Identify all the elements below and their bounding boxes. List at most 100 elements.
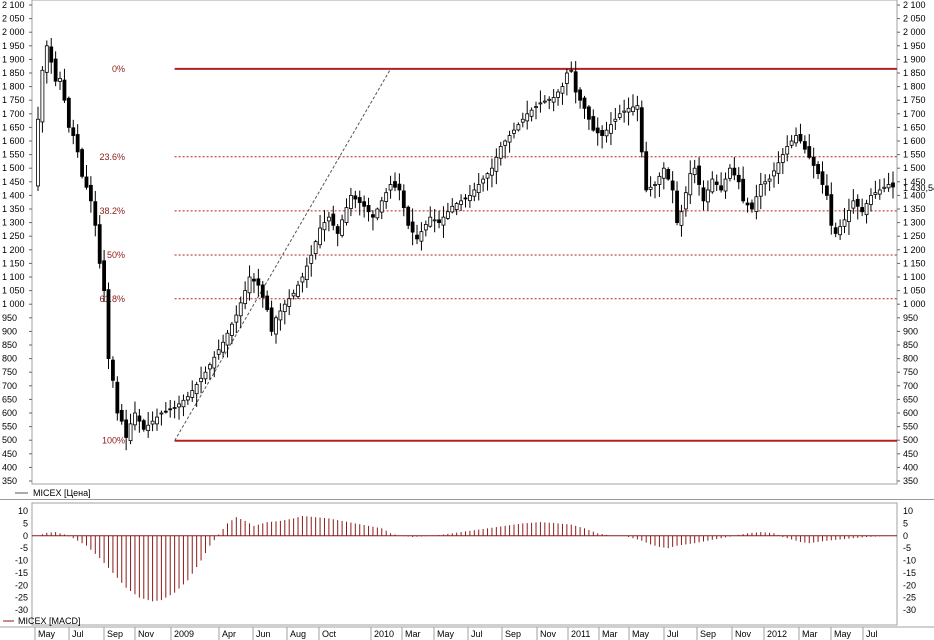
candle-body — [331, 213, 336, 226]
candle-body — [750, 202, 754, 210]
price-y-tick-label: 700 — [2, 381, 17, 391]
candle-body — [185, 396, 190, 401]
price-y-tick-label: 500 — [903, 435, 918, 445]
candle-body — [349, 194, 353, 209]
candle-body — [124, 419, 129, 438]
candle-body — [437, 219, 441, 223]
x-axis-label: Nov — [138, 629, 155, 639]
candle-body — [221, 341, 226, 353]
candle-body — [600, 129, 605, 136]
candle-body — [534, 106, 538, 108]
price-y-axis-left: 2 100 2 050 2 000 1 950 1 900 1 850 1 800 1 750… — [2, 0, 32, 486]
candle-body — [62, 79, 67, 101]
candle-body — [873, 192, 878, 195]
candle-body — [40, 69, 45, 123]
candle-body — [609, 124, 613, 134]
candle-body — [269, 307, 274, 332]
candle-body — [472, 189, 477, 197]
candle-body — [247, 276, 252, 294]
price-y-tick-label: 1 800 — [903, 82, 926, 92]
candle-body — [432, 219, 437, 222]
price-y-tick-label: 650 — [903, 394, 918, 404]
candle-body — [587, 106, 591, 120]
x-axis-label: Mar — [405, 629, 421, 639]
price-y-tick-label: 500 — [2, 435, 17, 445]
candle-body — [869, 194, 873, 205]
price-y-tick-label: 1 550 — [903, 150, 926, 160]
last-price-label: 1 430,54 — [903, 183, 934, 193]
price-y-tick-label: 600 — [903, 408, 918, 418]
macd-y-tick-label: -30 — [903, 605, 916, 615]
candle-body — [824, 185, 829, 196]
x-axis-label: 2012 — [767, 629, 787, 639]
candle-body — [406, 206, 411, 226]
fib-level-label: 38.2% — [99, 206, 125, 216]
price-y-tick-label: 1 200 — [2, 245, 25, 255]
candle-body — [401, 190, 406, 209]
candle-body — [732, 167, 737, 176]
candle-body — [133, 412, 137, 426]
price-y-tick-label: 1 050 — [903, 286, 926, 296]
x-axis-label: Sep — [505, 629, 521, 639]
price-y-tick-label: 1 000 — [2, 299, 25, 309]
price-y-tick-label: 450 — [903, 449, 918, 459]
candle-body — [507, 135, 512, 143]
macd-y-axis-right: 10 5 0 -5 -10 -15 -20 -25 -30 — [903, 506, 916, 615]
candle-body — [216, 349, 221, 355]
candle-body — [794, 135, 798, 144]
candle-body — [595, 127, 600, 134]
price-y-tick-label: 1 500 — [2, 163, 25, 173]
candle-body — [238, 302, 243, 317]
candle-body — [375, 208, 380, 219]
candle-body — [44, 45, 49, 73]
x-axis-label: May — [632, 629, 650, 639]
price-y-tick-label: 1 100 — [903, 272, 926, 282]
price-y-tick-label: 1 150 — [903, 258, 926, 268]
candle-body — [172, 407, 177, 409]
x-axis-label: Jul — [471, 629, 483, 639]
candle-body — [578, 89, 582, 101]
candle-body — [362, 201, 367, 207]
x-axis-label: Nov — [540, 629, 557, 639]
macd-y-tick-label: -25 — [15, 593, 28, 603]
candle-body — [886, 184, 891, 189]
candle-body — [591, 116, 596, 131]
candle-body — [745, 202, 750, 206]
candle-body — [296, 284, 300, 297]
candle-body — [97, 224, 102, 264]
candle-body — [622, 110, 627, 113]
candle-body — [159, 412, 164, 415]
macd-y-tick-label: -10 — [15, 556, 28, 566]
candle-body — [234, 314, 239, 323]
candle-body — [441, 216, 446, 226]
price-y-axis-right: 2 100 2 050 2 000 1 950 1 900 1 850 1 800 1 750… — [897, 0, 926, 486]
candle-body — [366, 205, 371, 213]
x-axis-label: Jun — [256, 629, 271, 639]
price-y-tick-label: 1 150 — [2, 258, 25, 268]
candle-body — [494, 156, 499, 172]
candle-body — [454, 203, 459, 210]
candle-body — [415, 234, 419, 240]
fib-level-label: 100% — [102, 436, 125, 446]
candle-body — [168, 408, 173, 411]
x-axis-label: Sep — [700, 629, 716, 639]
candle-body — [639, 107, 644, 153]
x-axis-label: May — [38, 629, 56, 639]
candle-body — [666, 169, 671, 180]
candle-body — [49, 46, 54, 63]
candle-body — [520, 118, 525, 123]
price-y-tick-label: 1 100 — [2, 272, 25, 282]
candle-body — [353, 195, 358, 200]
x-axis: May Jul Sep Nov 2009 Apr Jun Aug Oct 2010 Mar May Ju… — [0, 626, 934, 640]
candle-body — [445, 211, 450, 219]
price-y-tick-label: 1 300 — [2, 218, 25, 228]
candle-body — [340, 219, 344, 236]
candle-body — [512, 129, 516, 134]
price-y-tick-label: 1 300 — [903, 218, 926, 228]
price-y-tick-label: 1 400 — [903, 190, 926, 200]
x-axis-label: Jul — [667, 629, 679, 639]
candle-body — [177, 403, 181, 408]
candle-body — [468, 194, 472, 202]
x-axis-label: May — [834, 629, 852, 639]
candle-body — [181, 399, 186, 408]
